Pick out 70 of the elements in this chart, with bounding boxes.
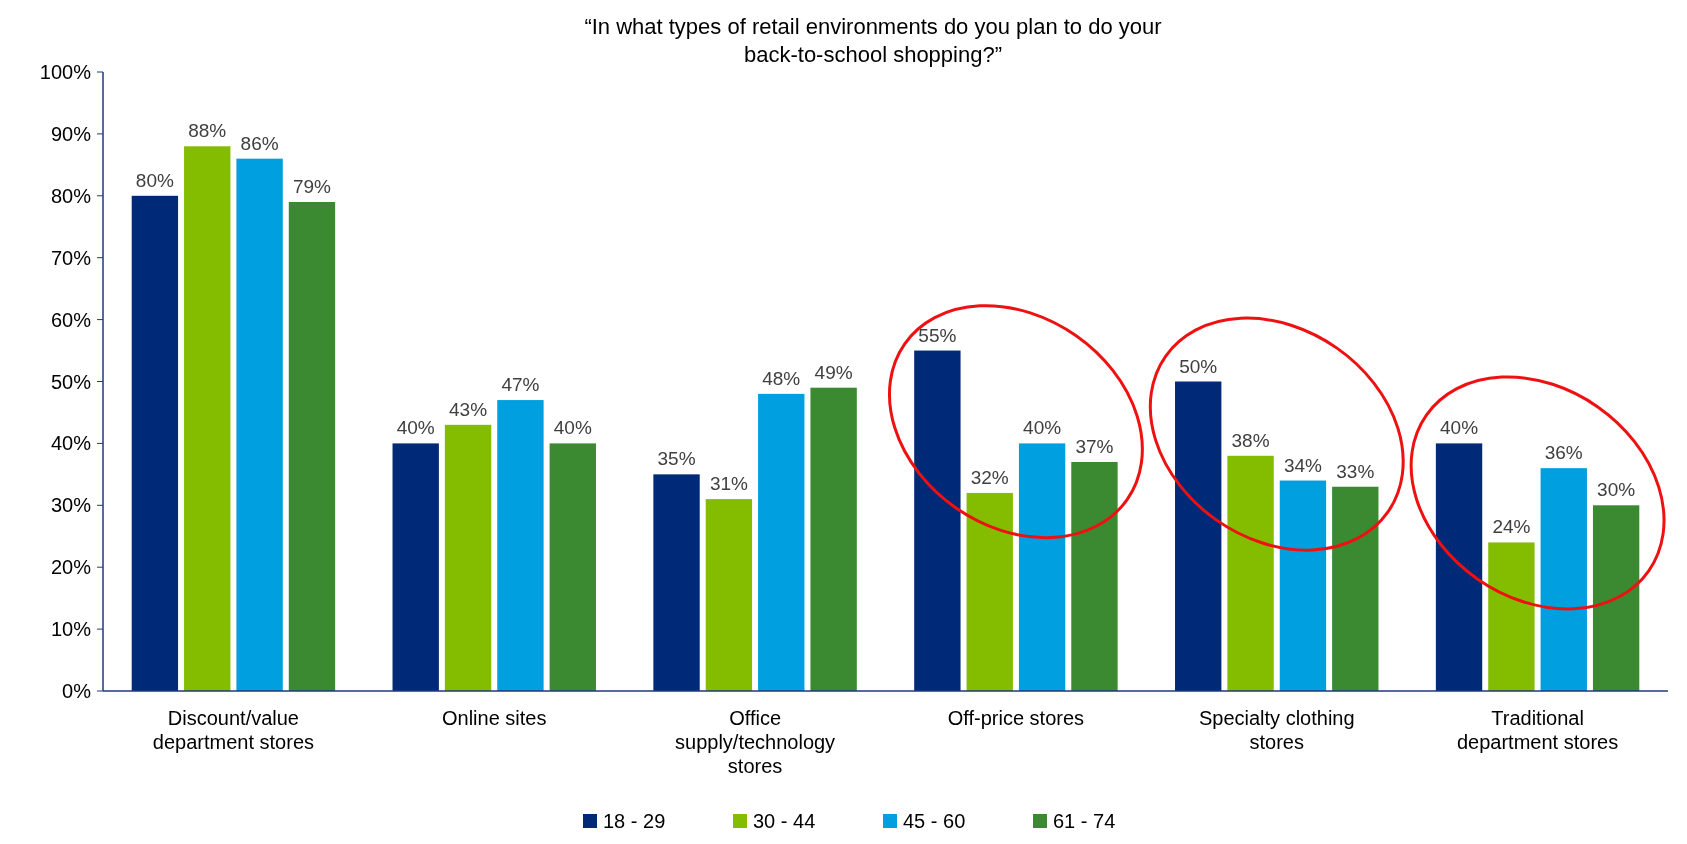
x-tick-label: Off-price stores <box>947 707 1085 729</box>
y-tick-label: 60% <box>50 308 92 331</box>
x-tick-label: Traditional department stores <box>1456 707 1619 753</box>
legend-label: 18 - 29 <box>603 810 666 832</box>
data-label: 32% <box>970 466 1009 488</box>
data-label: 47% <box>501 374 540 396</box>
bar <box>184 146 231 691</box>
bar <box>653 474 700 691</box>
data-label: 88% <box>188 120 227 142</box>
bar <box>1540 468 1587 691</box>
bar <box>1435 443 1483 691</box>
legend-label: 30 - 44 <box>753 810 816 832</box>
y-tick-label: 20% <box>50 556 92 579</box>
bar <box>914 350 961 691</box>
data-label: 43% <box>449 398 488 420</box>
bar <box>444 424 492 691</box>
y-tick-label: 30% <box>50 494 92 517</box>
bar <box>1488 542 1535 691</box>
data-label: 86% <box>240 132 279 154</box>
data-label: 40% <box>553 417 592 439</box>
data-label: 80% <box>135 169 174 191</box>
data-label: 40% <box>1440 417 1479 439</box>
y-tick-label: 90% <box>50 122 92 145</box>
bar <box>810 387 857 691</box>
bar <box>1332 486 1379 691</box>
bar <box>1018 443 1066 691</box>
y-tick-label: 70% <box>50 246 92 269</box>
bar <box>966 492 1013 691</box>
legend-label: 45 - 60 <box>903 810 966 832</box>
bar <box>1227 455 1274 691</box>
data-label: 36% <box>1544 442 1583 464</box>
bar <box>705 499 753 691</box>
bar <box>236 158 283 691</box>
x-tick-label: Discount/value department stores <box>152 707 315 753</box>
y-tick-label: 10% <box>50 618 92 641</box>
x-tick-label: Online sites <box>442 707 547 729</box>
x-tick-label: Office supply/technology stores <box>675 707 836 777</box>
x-tick-label: Specialty clothing stores <box>1198 707 1355 753</box>
bar <box>1071 461 1118 691</box>
y-tick-label: 40% <box>50 432 92 455</box>
data-label: 49% <box>814 361 853 383</box>
y-tick-label: 50% <box>50 370 92 393</box>
bar <box>131 195 179 691</box>
bar <box>1592 505 1640 691</box>
data-label: 31% <box>709 473 749 495</box>
y-tick-label: 100% <box>39 61 92 83</box>
data-label: 50% <box>1179 355 1218 377</box>
data-label: 79% <box>292 175 332 197</box>
data-label: 55% <box>918 324 957 346</box>
data-label: 40% <box>396 417 435 439</box>
data-label: 38% <box>1231 429 1270 451</box>
bar <box>549 443 596 691</box>
data-label: 35% <box>657 448 696 470</box>
data-label: 48% <box>762 367 801 389</box>
legend-label: 61 - 74 <box>1053 810 1116 832</box>
data-label: 33% <box>1336 460 1375 482</box>
data-label: 37% <box>1075 435 1114 457</box>
y-tick-label: 80% <box>50 184 92 207</box>
bar <box>288 201 336 691</box>
data-label: 24% <box>1492 516 1531 538</box>
y-tick-label: 0% <box>62 680 92 702</box>
bar <box>392 443 439 691</box>
data-label: 40% <box>1023 417 1062 439</box>
data-label: 30% <box>1597 479 1636 501</box>
bar <box>1279 480 1327 691</box>
bar <box>497 400 544 691</box>
data-label: 34% <box>1283 454 1323 476</box>
bar <box>758 393 805 691</box>
chart-title: “In what types of retail environments do you plan to do your back-to-school shopping?” <box>584 14 1162 67</box>
bar <box>1175 381 1222 691</box>
